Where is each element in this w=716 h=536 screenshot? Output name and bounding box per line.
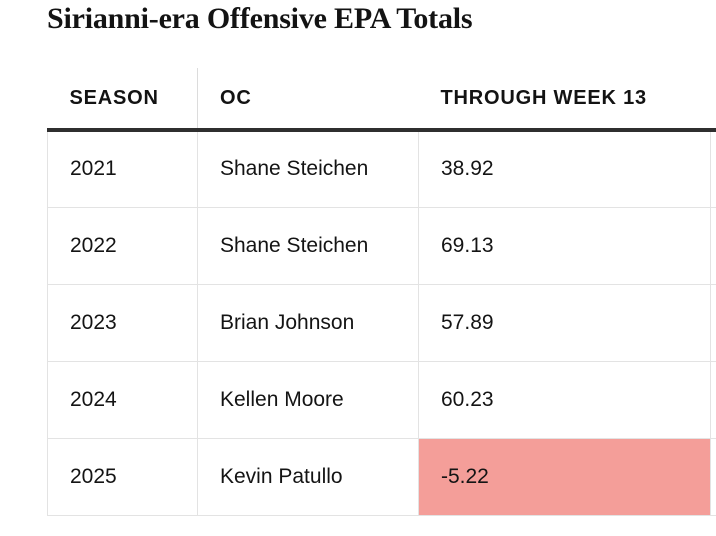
header-row: SEASON OC THROUGH WEEK 13 [47, 68, 716, 132]
table-row: 2023 Brian Johnson 57.89 [47, 284, 716, 362]
column-header-season: SEASON [47, 68, 198, 132]
epa-table: SEASON OC THROUGH WEEK 13 2021 Shane Ste… [47, 68, 716, 516]
oc-cell: Brian Johnson [197, 284, 419, 362]
overflow-cell [710, 130, 716, 208]
season-cell: 2021 [47, 130, 198, 208]
value-cell: 69.13 [418, 207, 711, 285]
season-cell: 2025 [47, 438, 198, 516]
page-title: Sirianni-era Offensive EPA Totals [47, 2, 473, 35]
column-header-through-week-13: THROUGH WEEK 13 [418, 68, 711, 132]
oc-cell: Kellen Moore [197, 361, 419, 439]
table-row: 2022 Shane Steichen 69.13 [47, 207, 716, 285]
season-cell: 2024 [47, 361, 198, 439]
value-cell: 57.89 [418, 284, 711, 362]
column-header-oc: OC [197, 68, 419, 132]
oc-cell: Shane Steichen [197, 130, 419, 208]
season-cell: 2022 [47, 207, 198, 285]
table-row: 2021 Shane Steichen 38.92 [47, 130, 716, 208]
value-cell-highlighted: -5.22 [418, 438, 711, 516]
value-cell: 60.23 [418, 361, 711, 439]
overflow-cell [710, 284, 716, 362]
overflow-cell [710, 207, 716, 285]
table-row: 2025 Kevin Patullo -5.22 [47, 438, 716, 516]
value-cell: 38.92 [418, 130, 711, 208]
season-cell: 2023 [47, 284, 198, 362]
oc-cell: Shane Steichen [197, 207, 419, 285]
column-header-overflow [710, 68, 716, 132]
table-row: 2024 Kellen Moore 60.23 [47, 361, 716, 439]
overflow-cell [710, 438, 716, 516]
oc-cell: Kevin Patullo [197, 438, 419, 516]
overflow-cell [710, 361, 716, 439]
